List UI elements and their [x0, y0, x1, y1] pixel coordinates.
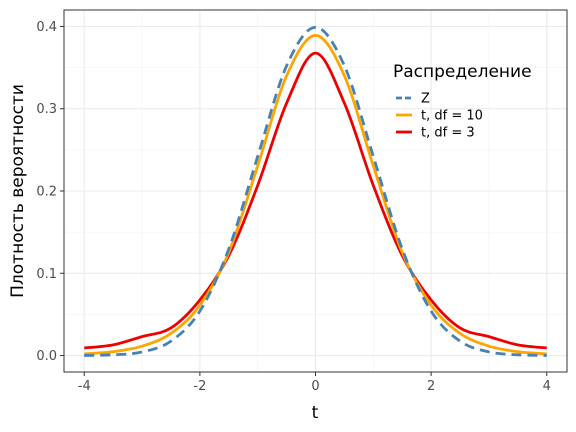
x-tick-label: 2 [427, 379, 435, 394]
x-tick-label: -2 [193, 379, 206, 394]
series-lines [84, 25, 547, 357]
x-axis-title: t [312, 403, 319, 423]
legend-label-1: t, df = 10 [421, 109, 483, 124]
x-axis: -4 -2 0 2 4 [78, 372, 551, 394]
series-line-1 [84, 34, 547, 356]
legend-title: Распределение [393, 62, 532, 82]
y-tick-label: 0.0 [36, 349, 57, 364]
legend-label-0: Z [421, 92, 430, 107]
x-tick-label: 0 [311, 379, 319, 394]
y-axis: 0.0 0.1 0.2 0.3 0.4 [36, 20, 64, 364]
legend-items: Zt, df = 10 t, df = 3 [396, 92, 483, 141]
y-tick-label: 0.3 [36, 102, 57, 117]
legend-label-2: t, df = 3 [421, 126, 475, 141]
y-tick-label: 0.1 [36, 267, 57, 282]
legend: Распределение Zt, df = 10 t, df = 3 [393, 62, 532, 141]
y-tick-label: 0.4 [36, 20, 57, 35]
x-tick-label: -4 [78, 379, 91, 394]
series-line-0 [84, 25, 547, 357]
x-tick-label: 4 [543, 379, 551, 394]
y-tick-label: 0.2 [36, 185, 57, 200]
y-axis-title: Плотность вероятности [8, 84, 28, 298]
series-line-2 [84, 51, 547, 350]
